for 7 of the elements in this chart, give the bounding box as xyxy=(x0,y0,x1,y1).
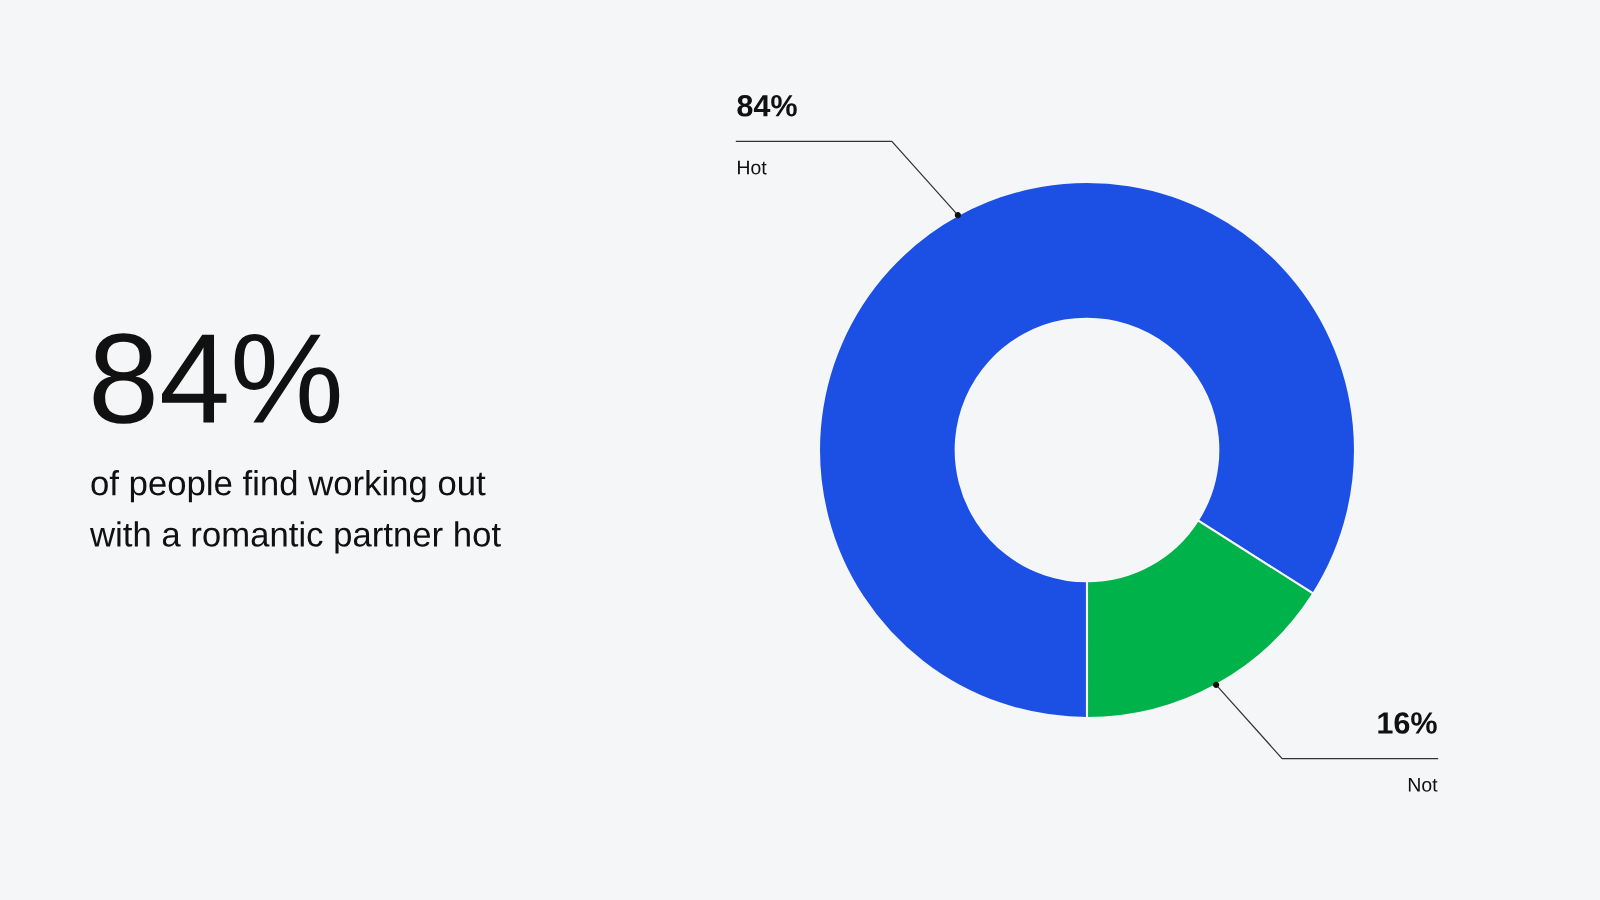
slice-label: Not xyxy=(1408,778,1438,792)
data-label: 84% xyxy=(737,94,797,117)
data-label: 16% xyxy=(1378,712,1437,734)
slice-label: Hot xyxy=(738,160,767,175)
text: of people find working out with a romantic partner hot xyxy=(89,470,501,554)
donut-slice xyxy=(817,180,1357,720)
text: 84% xyxy=(93,333,340,424)
